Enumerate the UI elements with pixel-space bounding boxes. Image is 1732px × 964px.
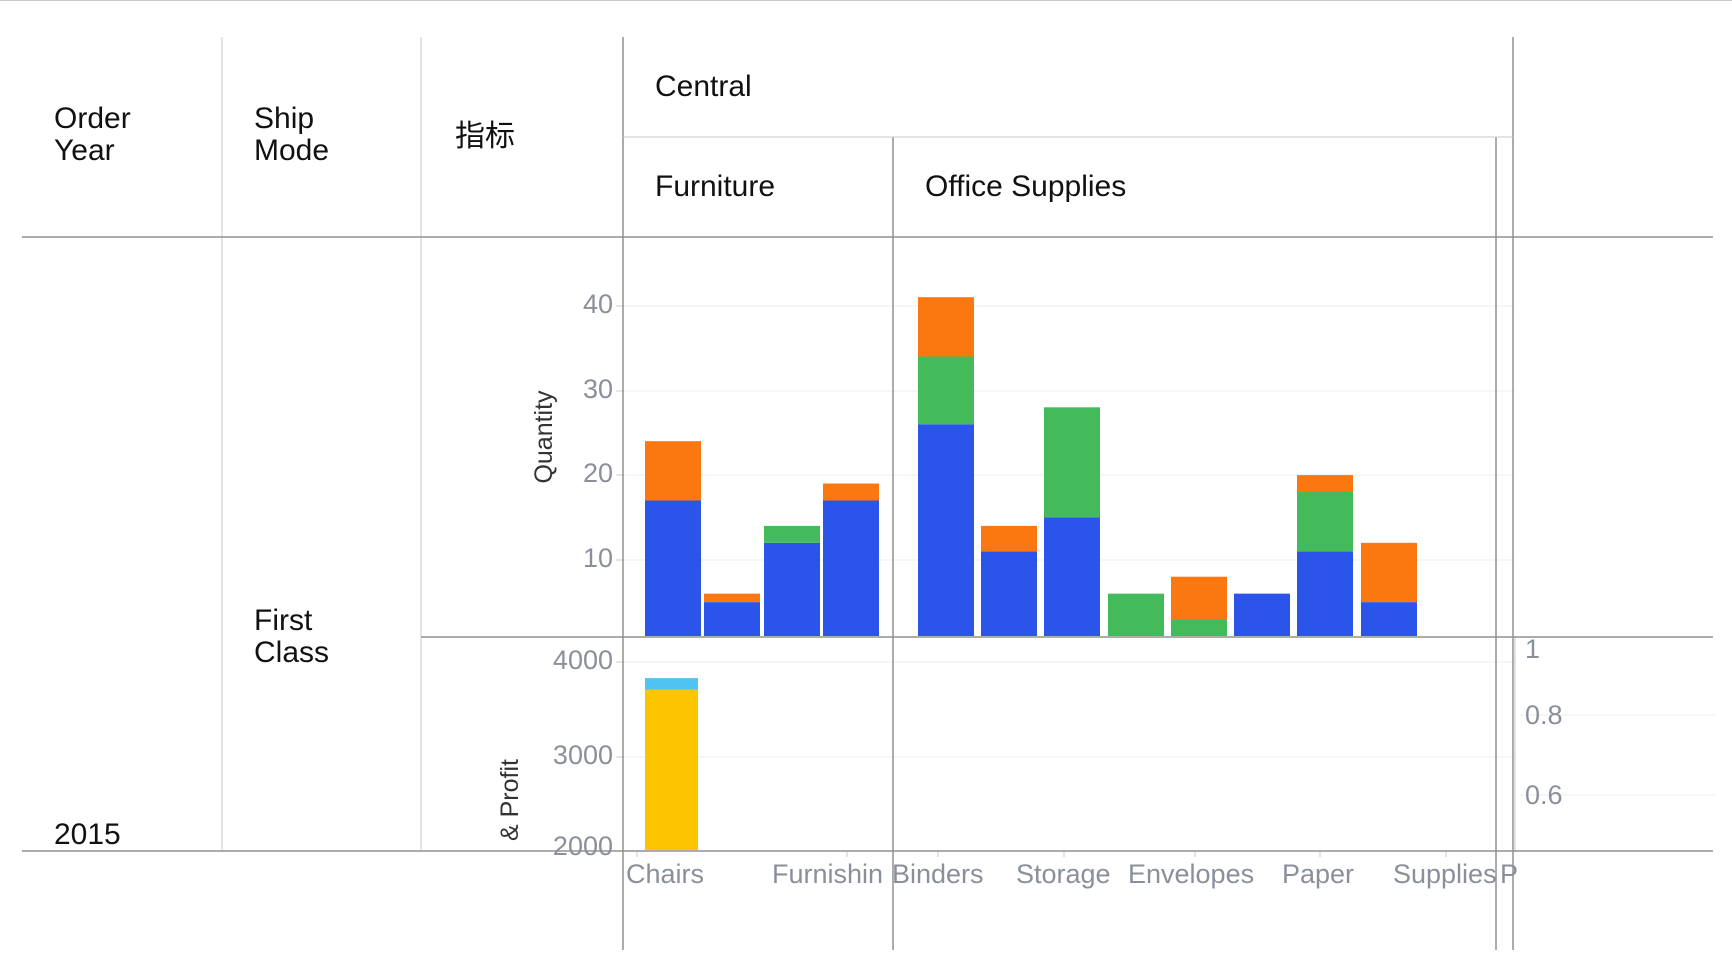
top-chart-bars (645, 297, 1417, 636)
header-order-year-line2: Year (54, 134, 115, 167)
bottom-ytick-2000: 2000 (553, 831, 613, 861)
quantity-bar-0-2-seg-1 (764, 525, 820, 543)
quantity-bar-1-5-seg-0 (1234, 593, 1290, 636)
bottom-chart-bars (645, 678, 698, 850)
quantity-bar-0-0-seg-1 (645, 441, 701, 501)
row-year: 2015 (54, 818, 121, 851)
bottom-axis-title: & Profit (496, 759, 524, 841)
bottom-chart-gridlines (624, 661, 1715, 796)
quantity-bar-1-6-seg-2 (1297, 475, 1353, 493)
header-ship-mode-line2: Mode (254, 134, 329, 167)
header-metric: 指标 (455, 120, 515, 153)
xlabel-binders: Binders (892, 859, 984, 889)
header-category-office-supplies: Office Supplies (925, 170, 1126, 203)
top-axis-title: Quantity (530, 390, 558, 484)
top-ytick-10: 10 (583, 543, 613, 573)
quantity-bar-0-1-seg-1 (704, 593, 760, 603)
table-grid-lines (22, 37, 1713, 950)
top-ytick-30: 30 (583, 374, 613, 404)
top-ytick-40: 40 (583, 289, 613, 319)
quantity-bar-1-6-seg-1 (1297, 492, 1353, 552)
bottom-ytick-3000: 3000 (553, 740, 613, 770)
quantity-bar-1-2-seg-0 (1044, 517, 1100, 636)
quantity-bar-1-7-seg-0 (1361, 602, 1417, 636)
profit-bar-0-seg-1 (645, 678, 698, 690)
quantity-bar-1-7-seg-1 (1361, 542, 1417, 603)
quantity-bar-1-0-seg-1 (918, 356, 974, 425)
quantity-bar-0-2-seg-0 (764, 542, 820, 636)
xlabel-chairs: Chairs (626, 859, 704, 889)
quantity-bar-1-3-seg-0 (1108, 593, 1164, 636)
xlabel-envelopes: Envelopes (1128, 859, 1254, 889)
row-ship-mode-line1: First (254, 604, 313, 637)
header-order-year-line1: Order (54, 102, 131, 135)
right-ytick-0.6: 0.6 (1525, 780, 1563, 810)
quantity-bar-0-0-seg-0 (645, 500, 701, 636)
xlabel-paper: Paper (1282, 859, 1354, 889)
xlabel-supplies: Supplies (1393, 859, 1497, 889)
quantity-bar-1-2-seg-1 (1044, 407, 1100, 518)
quantity-bar-1-6-seg-0 (1297, 551, 1353, 636)
quantity-bar-1-4-seg-0 (1171, 619, 1227, 636)
quantity-bar-0-3-seg-0 (823, 500, 879, 636)
quantity-bar-1-0-seg-0 (918, 424, 974, 636)
bottom-ytick-4000: 4000 (553, 645, 613, 675)
xtick-marks (636, 851, 1447, 857)
right-ytick-0.8: 0.8 (1525, 700, 1563, 730)
quantity-bar-1-1-seg-1 (981, 525, 1037, 552)
quantity-bar-0-1-seg-0 (704, 602, 760, 636)
profit-bar-0-seg-0 (645, 689, 698, 850)
header-ship-mode-line1: Ship (254, 102, 314, 135)
quantity-bar-0-3-seg-1 (823, 483, 879, 501)
row-ship-mode-line2: Class (254, 636, 329, 669)
xlabel-p: P (1500, 859, 1518, 889)
quantity-bar-1-0-seg-2 (918, 297, 974, 357)
quantity-bar-1-4-seg-1 (1171, 576, 1227, 620)
header-category-furniture: Furniture (655, 170, 775, 203)
top-ytick-20: 20 (583, 458, 613, 488)
xlabel-furnishings: Furnishin (772, 859, 883, 889)
quantity-bar-1-1-seg-0 (981, 551, 1037, 636)
xlabel-storage: Storage (1016, 859, 1111, 889)
header-region: Central (655, 70, 752, 103)
right-ytick-1: 1 (1525, 634, 1540, 664)
